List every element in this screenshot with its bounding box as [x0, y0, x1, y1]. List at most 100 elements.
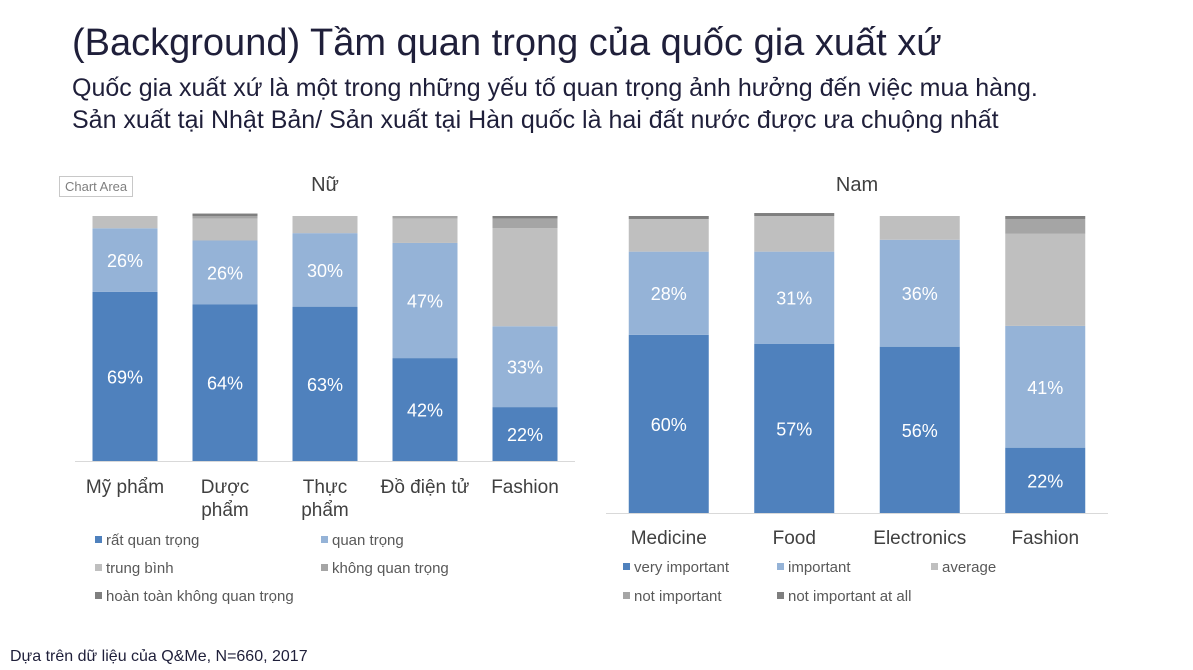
category-label-line: Food	[773, 528, 816, 549]
bar-segment-2	[92, 228, 158, 292]
data-label: 28%	[651, 284, 687, 304]
legend-label: not important at all	[788, 588, 911, 605]
legend-label: quan trọng	[332, 532, 404, 549]
data-label: 26%	[207, 263, 243, 283]
data-label: 56%	[902, 421, 938, 441]
legend-swatch	[95, 536, 102, 543]
category-label: Dược phẩm	[201, 477, 249, 521]
bar-segment-3	[879, 216, 960, 240]
bar-segment-3	[392, 218, 458, 243]
legend-swatch	[321, 536, 328, 543]
legend-label: not important	[634, 588, 722, 605]
bar-segment-5	[192, 213, 258, 216]
legend-label: trung bình	[106, 560, 174, 577]
legend-swatch	[623, 592, 630, 599]
bar-segment-1	[492, 407, 558, 461]
category-label-line: Electronics	[873, 528, 966, 549]
bar-segment-5	[754, 213, 835, 216]
data-label: 22%	[1027, 471, 1063, 491]
chart-title: Nam	[836, 174, 878, 196]
legend-label: average	[942, 559, 996, 576]
bar-segment-3	[292, 216, 358, 234]
legend-swatch	[777, 592, 784, 599]
legend-swatch	[931, 563, 938, 570]
bar-segment-5	[628, 216, 709, 219]
data-label: 22%	[507, 425, 543, 445]
legend-swatch	[321, 564, 328, 571]
bar-segment-3	[754, 216, 835, 252]
bar-segment-1	[192, 304, 258, 461]
data-label: 64%	[207, 374, 243, 394]
bar-segment-1	[1005, 447, 1086, 513]
legend-label: hoàn toàn không quan trọng	[106, 588, 294, 605]
data-label: 69%	[107, 367, 143, 387]
bar-segment-2	[754, 251, 835, 344]
bar-segment-3	[628, 218, 709, 252]
category-label-line: Dược	[201, 477, 249, 498]
category-label: Đồ điện tử	[381, 477, 470, 498]
category-label: Fashion	[491, 477, 559, 498]
legend-swatch	[95, 592, 102, 599]
data-label: 31%	[776, 289, 812, 309]
bar-segment-4	[492, 218, 558, 229]
legend-swatch	[95, 564, 102, 571]
page-title: (Background) Tầm quan trọng của quốc gia…	[72, 22, 942, 64]
bar-segment-1	[292, 306, 358, 461]
bar-segment-2	[292, 233, 358, 307]
bar-segment-4	[1005, 218, 1086, 234]
legend-label: very important	[634, 559, 730, 576]
bar-segment-2	[192, 240, 258, 305]
bar-segment-1	[628, 334, 709, 513]
bar-segment-2	[628, 251, 709, 335]
bar-segment-5	[1005, 216, 1086, 219]
bar-segment-1	[754, 343, 835, 513]
bar-segment-4	[392, 216, 458, 219]
category-label-line: Fashion	[1011, 528, 1079, 549]
category-label: Electronics	[873, 528, 966, 549]
category-label-line: Fashion	[491, 477, 559, 498]
bar-segment-2	[1005, 325, 1086, 448]
data-label: 42%	[407, 401, 443, 421]
data-label: 36%	[902, 284, 938, 304]
category-label: Mỹ phẩm	[86, 477, 164, 498]
bar-segment-1	[92, 291, 158, 461]
data-label: 57%	[776, 419, 812, 439]
legend-label: không quan trọng	[332, 560, 449, 577]
bar-segment-3	[492, 228, 558, 327]
legend-swatch	[777, 563, 784, 570]
category-label: Food	[773, 528, 816, 549]
category-label-line: Thực	[303, 477, 347, 498]
data-label: 63%	[307, 375, 343, 395]
legend-swatch	[623, 563, 630, 570]
data-label: 33%	[507, 358, 543, 378]
category-label: Medicine	[631, 528, 707, 549]
chart-2: Nam 60% 28% Medicine 57% 31% Food 56% 36% Electro…	[606, 174, 1108, 605]
chart-title: Nữ	[311, 174, 339, 196]
bar-segment-3	[92, 216, 158, 229]
bar-segment-2	[392, 242, 458, 359]
bar-segment-1	[392, 358, 458, 461]
chart-area-tag: Chart Area	[59, 176, 134, 197]
legend-label: rất quan trọng	[106, 532, 199, 549]
legend-label: important	[788, 559, 851, 576]
category-label-line: Đồ điện tử	[381, 477, 470, 498]
data-label: 41%	[1027, 378, 1063, 398]
bar-segment-1	[879, 346, 960, 513]
page-subtitle-line2: Sản xuất tại Nhật Bản/ Sản xuất tại Hàn …	[72, 106, 999, 134]
data-label: 26%	[107, 251, 143, 271]
category-label-line: phẩm	[301, 500, 349, 521]
bar-segment-3	[192, 218, 258, 241]
bar-segment-5	[492, 216, 558, 219]
category-label: Fashion	[1011, 528, 1079, 549]
bar-segment-4	[192, 216, 258, 219]
data-label: 60%	[651, 415, 687, 435]
bar-segment-2	[879, 239, 960, 347]
source-note: Dựa trên dữ liệu của Q&Me, N=660, 2017	[10, 648, 308, 665]
bar-segment-2	[492, 326, 558, 408]
bar-segment-3	[1005, 233, 1086, 326]
category-label-line: phẩm	[201, 500, 249, 521]
data-label: 30%	[307, 261, 343, 281]
page-subtitle-line1: Quốc gia xuất xứ là một trong những yếu …	[72, 74, 1038, 102]
